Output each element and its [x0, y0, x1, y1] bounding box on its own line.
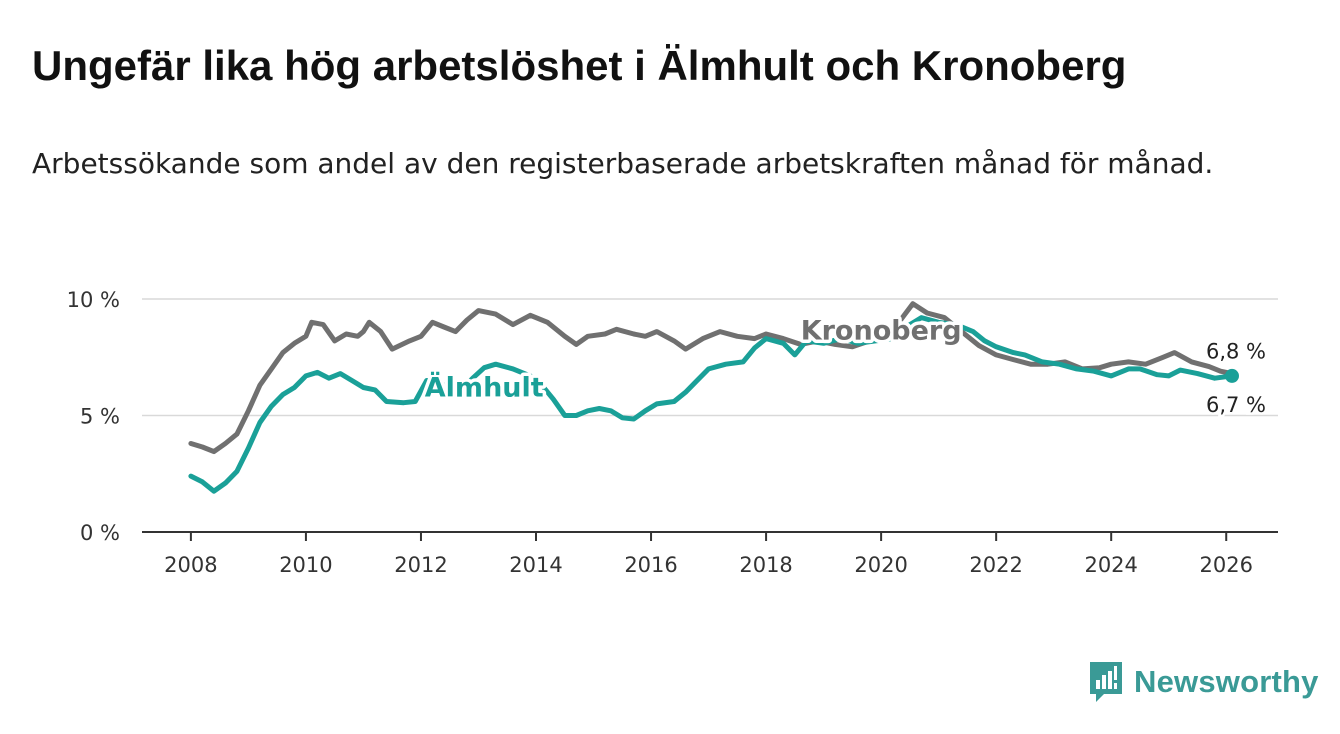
- grid-lines: [142, 298, 1278, 417]
- x-tick-label: 2026: [1200, 553, 1253, 577]
- x-tick-label: 2014: [509, 553, 562, 577]
- series-name-label: Älmhult: [425, 372, 544, 404]
- y-tick-label: 10 %: [67, 288, 120, 312]
- end-value-label: 6,8 %: [1206, 340, 1266, 364]
- chart-title: Ungefär lika hög arbetslöshet i Älmhult …: [32, 42, 1127, 89]
- x-tick-label: 2022: [969, 553, 1022, 577]
- chart-subtitle: Arbetssökande som andel av den registerb…: [32, 147, 1214, 180]
- brand-logo: Newsworthy: [1088, 660, 1319, 704]
- y-tick-label: 0 %: [80, 521, 120, 545]
- brand-name: Newsworthy: [1134, 664, 1319, 699]
- series-name-label: Kronoberg: [801, 315, 962, 346]
- end-value-label: 6,7 %: [1206, 393, 1266, 417]
- x-tick-label: 2024: [1084, 553, 1137, 577]
- series-end-marker: [1224, 368, 1239, 383]
- x-tick-label: 2016: [624, 553, 677, 577]
- series-lines: [188, 301, 1239, 494]
- x-tick-label: 2012: [394, 553, 447, 577]
- x-tick-label: 2020: [854, 553, 907, 577]
- x-tick-label: 2018: [739, 553, 792, 577]
- newsworthy-logo-icon: [1090, 662, 1122, 702]
- x-tick-label: 2008: [164, 553, 217, 577]
- labels: Kronoberg Älmhult 6,8 % 6,7 %: [421, 312, 1268, 419]
- series-line-almhult: [188, 315, 1235, 494]
- y-tick-label: 5 %: [80, 405, 120, 429]
- axes: 0 % 5 % 10 % 2008 2010 2012 2014 2016 2018 2020 20…: [67, 288, 1278, 577]
- x-tick-label: 2010: [279, 553, 332, 577]
